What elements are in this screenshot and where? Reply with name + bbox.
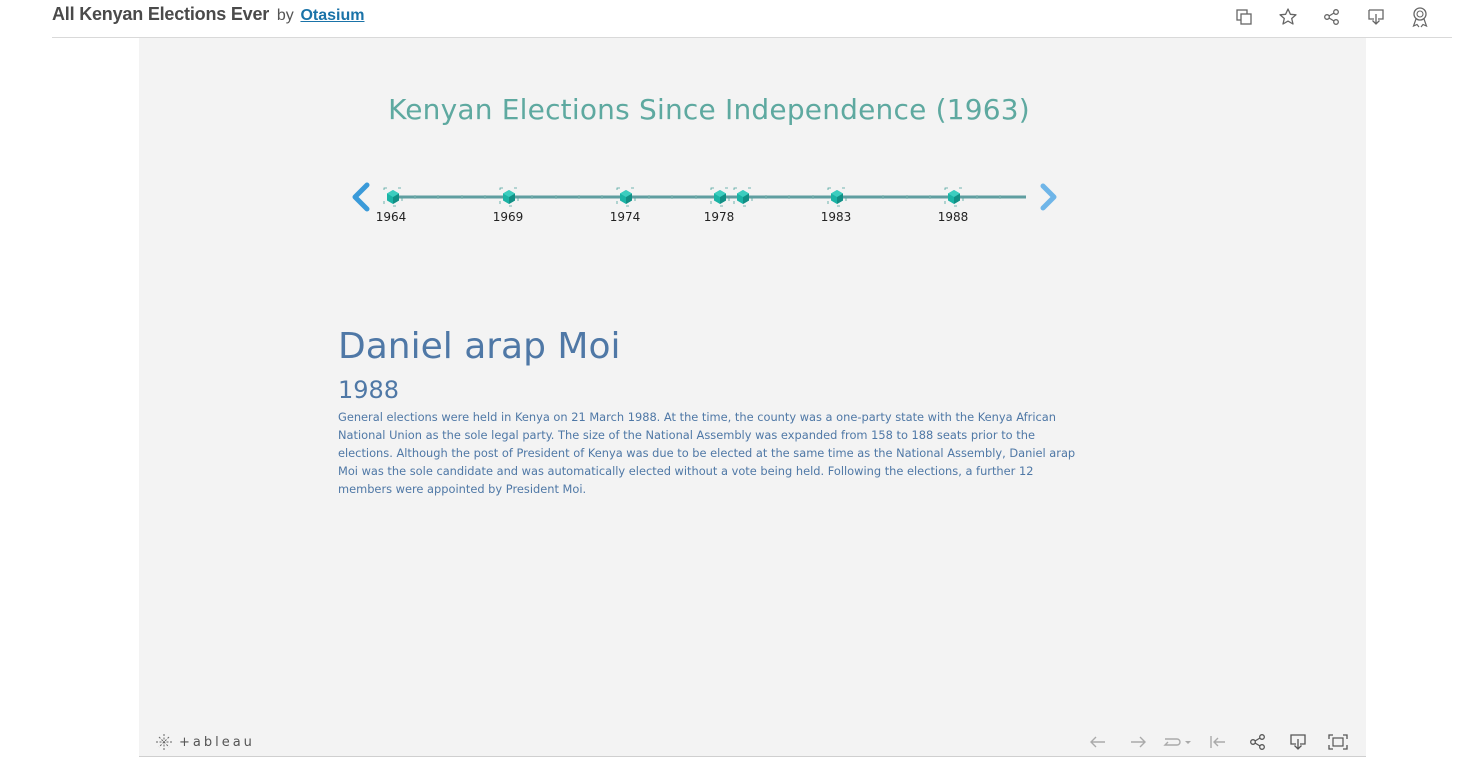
workbook-title: All Kenyan Elections Ever <box>52 4 270 24</box>
timeline-marker-1964[interactable] <box>383 187 403 207</box>
chevron-right-icon[interactable] <box>1040 183 1057 211</box>
undo-icon[interactable] <box>1078 731 1118 753</box>
copy-icon[interactable] <box>1222 3 1266 31</box>
timeline-marker-1979[interactable] <box>733 187 753 207</box>
election-description: General elections were held in Kenya on … <box>338 410 1076 496</box>
tableau-plus-icon <box>156 734 172 750</box>
tableau-logo[interactable]: +ableau <box>155 733 255 751</box>
dashboard-title: Kenyan Elections Since Independence (196… <box>388 93 1030 126</box>
fullscreen-icon[interactable] <box>1318 731 1358 753</box>
timeline-marker-1969[interactable] <box>499 187 519 207</box>
tableau-wordmark: +ableau <box>179 734 255 750</box>
timeline-label-1983: 1983 <box>820 210 852 224</box>
timeline-marker-1983[interactable] <box>827 187 847 207</box>
timeline-label-1969: 1969 <box>492 210 524 224</box>
timeline-ticks <box>414 195 1001 199</box>
timeline-marker-1978[interactable] <box>710 187 730 207</box>
header-actions <box>1222 3 1442 31</box>
timeline-label-1964: 1964 <box>375 210 407 224</box>
next-arrow[interactable] <box>1040 183 1057 211</box>
viz-toolbar: +ableau <box>139 728 1366 757</box>
timeline-label-1988: 1988 <box>937 210 969 224</box>
president-name: Daniel arap Moi <box>338 326 621 367</box>
timeline-svg <box>352 182 1057 212</box>
workbook-title-area: All Kenyan Elections Ever by Otasium <box>52 4 364 25</box>
dashboard-canvas: Kenyan Elections Since Independence (196… <box>139 38 1366 756</box>
timeline-marker-1974[interactable] <box>616 187 636 207</box>
download-icon[interactable] <box>1354 3 1398 31</box>
revert-icon[interactable] <box>1158 731 1198 753</box>
prev-arrow[interactable] <box>352 182 370 212</box>
author-link[interactable]: Otasium <box>300 7 365 24</box>
share-icon[interactable] <box>1310 3 1354 31</box>
election-timeline: 1964 1969 1974 1978 1983 1988 <box>139 38 1366 278</box>
badge-icon[interactable] <box>1398 3 1442 31</box>
timeline-label-1974: 1974 <box>609 210 641 224</box>
by-label: by <box>276 7 294 24</box>
timeline-marker-1988[interactable] <box>944 187 964 207</box>
toolbar-actions <box>1078 731 1358 753</box>
download-icon[interactable] <box>1278 731 1318 753</box>
election-year: 1988 <box>338 376 400 404</box>
workbook-header: All Kenyan Elections Ever by Otasium <box>52 0 1452 38</box>
share-icon[interactable] <box>1238 731 1278 753</box>
redo-icon[interactable] <box>1118 731 1158 753</box>
favorite-star-icon[interactable] <box>1266 3 1310 31</box>
chevron-left-icon[interactable] <box>352 182 370 212</box>
timeline-label-1978: 1978 <box>703 210 735 224</box>
reset-icon[interactable] <box>1198 731 1238 753</box>
